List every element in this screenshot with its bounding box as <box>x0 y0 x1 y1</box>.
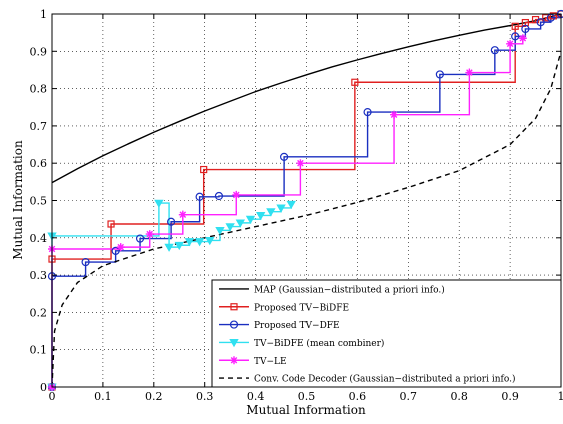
legend-entry-label: Proposed TV−DFE <box>254 321 340 331</box>
series-3-point <box>205 237 215 246</box>
x-tick-label: 0.2 <box>145 390 163 403</box>
series-4-line <box>51 38 524 387</box>
series-3-point <box>164 243 174 252</box>
series-2-point <box>280 152 289 161</box>
legend-entry-label: TV−LE <box>254 357 287 367</box>
x-tick-label: 0.4 <box>247 390 265 403</box>
series-2-point <box>521 24 530 34</box>
series-1-point <box>351 78 359 86</box>
legend-marker <box>230 356 238 365</box>
series-3-point <box>276 204 286 213</box>
series-2-point <box>435 70 444 79</box>
legend-marker <box>230 303 238 311</box>
series-3-point <box>225 223 235 232</box>
series-2-point <box>195 192 204 201</box>
series-2-point <box>511 32 520 41</box>
x-tick-label: 0 <box>49 390 56 403</box>
legend-marker <box>229 339 239 348</box>
series-4-point <box>518 34 527 43</box>
x-tick-label: 0.6 <box>349 390 367 403</box>
series-3-point <box>215 226 225 236</box>
x-tick-label: 0.8 <box>450 390 468 403</box>
series-2-point <box>214 191 224 201</box>
x-tick-label: 0.3 <box>196 390 214 403</box>
series-0-line <box>51 13 562 184</box>
y-tick-label: 0.6 <box>30 157 48 170</box>
x-tick-label: 0.7 <box>400 390 418 403</box>
legend: MAP (Gaussian−distributed a priori info.… <box>211 279 562 388</box>
series-4-point <box>145 230 154 239</box>
legend-box <box>211 279 562 388</box>
series-4-point <box>296 159 305 168</box>
y-tick-label: 1 <box>40 8 47 21</box>
legend-marker <box>229 320 239 329</box>
series-1-point <box>200 165 208 174</box>
y-tick-label: 0 <box>40 381 47 394</box>
series-3-point <box>235 219 246 228</box>
series-3-point <box>266 208 276 217</box>
series-3-point <box>184 238 195 247</box>
x-tick-label: 0.9 <box>501 390 519 403</box>
y-axis-label: Mutual Information <box>11 140 25 260</box>
series-1-point <box>549 12 557 20</box>
x-tick-label: 0.5 <box>298 390 316 403</box>
series-2-point <box>81 257 90 267</box>
series-1-point <box>511 22 519 30</box>
x-tick-label: 1 <box>558 390 563 403</box>
series-4-point <box>506 39 515 48</box>
x-tick-label: 0.1 <box>94 390 112 403</box>
series-4-point <box>116 243 125 252</box>
axis-ticks: 0 0.1 0.2 0.3 0.4 0.5 0.6 0.7 0.8 0.9 1 0 0.1 0.2 0.3 0… <box>30 8 563 403</box>
series-2-point <box>536 18 545 27</box>
y-tick-label: 0.7 <box>30 120 48 133</box>
y-tick-label: 0.2 <box>30 306 48 319</box>
legend-entry-label: Conv. Code Decoder (Gaussian−distributed… <box>254 374 515 385</box>
series-3-point <box>174 241 184 251</box>
series-3-point <box>286 200 296 210</box>
legend-entry-label: Proposed TV−BiDFE <box>254 303 349 313</box>
series-2-point <box>167 217 176 226</box>
series-1-point <box>542 14 550 22</box>
series-2-point <box>111 246 120 255</box>
y-tick-label: 0.9 <box>30 45 48 58</box>
legend-entry-label: MAP (Gaussian−distributed a priori info.… <box>254 284 445 295</box>
y-tick-label: 0.1 <box>30 344 48 357</box>
y-tick-label: 0.3 <box>30 269 48 282</box>
y-tick-label: 0.8 <box>30 83 48 96</box>
y-tick-label: 0.5 <box>30 195 48 208</box>
series-2-point <box>490 46 499 55</box>
y-tick-label: 0.4 <box>30 232 48 245</box>
series-3-point <box>154 199 164 208</box>
legend-entry-label: TV−BiDFE (mean combiner) <box>254 338 384 349</box>
series-4-point <box>465 68 474 77</box>
series-1-point <box>107 220 115 228</box>
series-4-point <box>232 190 241 199</box>
series-3-point <box>256 212 266 221</box>
series-2-point <box>135 234 145 243</box>
x-axis-label: Mutual Information <box>246 403 366 417</box>
series-4-point <box>178 210 187 219</box>
series-5-line <box>51 51 562 388</box>
series-3-point <box>245 215 256 224</box>
series-3-point <box>194 238 205 247</box>
series-2-point <box>363 107 372 117</box>
series-4-point <box>390 110 399 119</box>
